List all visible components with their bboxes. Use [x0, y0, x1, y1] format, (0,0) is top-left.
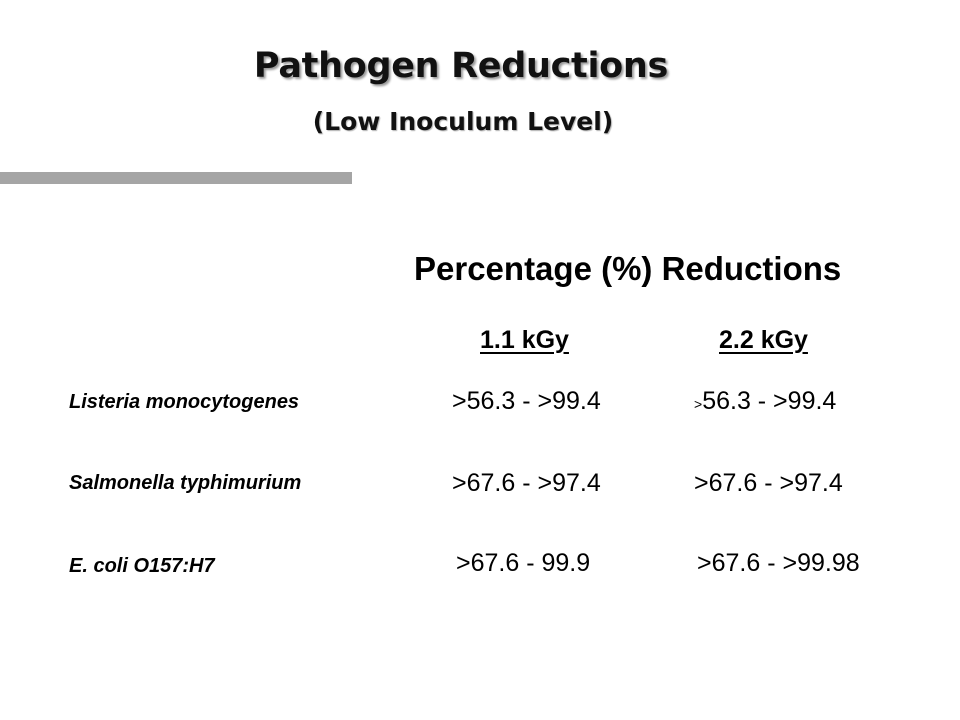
cell-ecoli-1-1: >67.6 - 99.9: [456, 549, 591, 577]
cell-ecoli-2-2: >67.6 - >99.98: [697, 549, 860, 577]
row-label-salmonella: Salmonella typhimurium: [69, 472, 302, 494]
row-label-listeria: Listeria monocytogenes: [69, 391, 300, 413]
cell-listeria-2-2-prefix: >: [694, 396, 703, 412]
cell-listeria-2-2-value: 56.3 - >99.4: [702, 387, 837, 415]
slide-subtitle: (Low Inoculum Level): [312, 107, 614, 136]
row-label-ecoli: E. coli O157:H7: [69, 555, 215, 577]
slide-title: Pathogen Reductions: [253, 46, 669, 86]
title-underline-bar: [0, 172, 352, 184]
table-heading: Percentage (%) Reductions: [414, 250, 842, 287]
column-header-1-1-kgy: 1.1 kGy: [480, 326, 569, 354]
cell-salmonella-1-1: >67.6 - >97.4: [452, 469, 601, 497]
cell-listeria-2-2: >56.3 - >99.4: [694, 387, 836, 416]
cell-listeria-1-1: >56.3 - >99.4: [452, 387, 601, 415]
column-header-2-2-kgy: 2.2 kGy: [719, 326, 808, 354]
cell-salmonella-2-2: >67.6 - >97.4: [694, 469, 843, 497]
